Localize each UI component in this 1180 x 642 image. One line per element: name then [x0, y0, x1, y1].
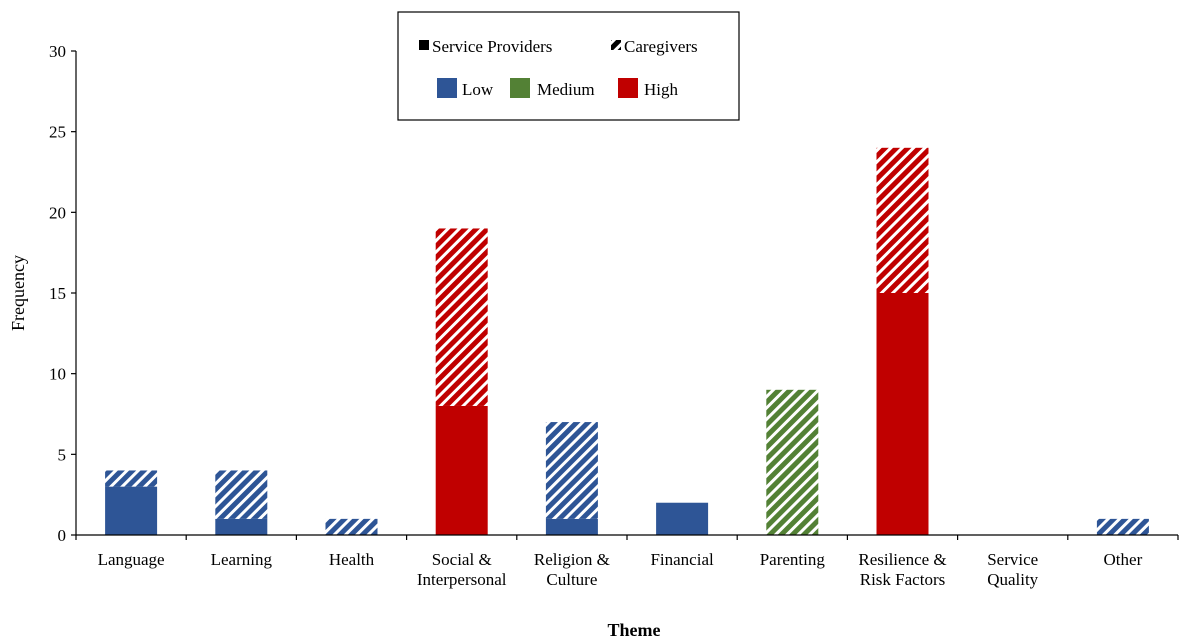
y-tick-label: 25	[49, 123, 66, 142]
legend-label-service-providers: Service Providers	[432, 37, 552, 56]
y-tick-label: 10	[49, 365, 66, 384]
y-axis-title: Frequency	[8, 255, 28, 331]
y-tick-label: 15	[49, 284, 66, 303]
plot-area	[105, 147, 1149, 535]
bar-learning-caregivers	[215, 470, 268, 519]
x-axis: Language Learning Health Social & Interperso…	[75, 534, 1179, 589]
x-tick-label-health: Health	[329, 550, 375, 569]
x-tick-label-financial: Financial	[650, 550, 714, 569]
bar-religion-culture-service-providers	[545, 518, 598, 535]
bar-resilience-risk-factors-caregivers	[876, 147, 929, 293]
legend-label-caregivers: Caregivers	[624, 37, 698, 56]
legend-label-high: High	[644, 80, 679, 99]
bar-social-interpersonal-caregivers	[435, 228, 488, 406]
y-tick-label: 0	[58, 526, 67, 545]
x-tick-label-other: Other	[1104, 550, 1143, 569]
x-tick-label-language: Language	[98, 550, 165, 569]
x-tick-label-parenting: Parenting	[760, 550, 826, 569]
y-tick-label: 20	[49, 203, 66, 222]
legend-swatch-service-providers	[419, 40, 429, 50]
x-tick-label-service-quality: Service Quality	[987, 550, 1038, 589]
x-tick-label-resilience-risk-factors: Resilience & Risk Factors	[858, 550, 946, 589]
bar-other-caregivers	[1096, 518, 1149, 535]
x-tick-label-social-interpersonal: Social & Interpersonal	[417, 550, 507, 589]
legend-swatch-medium	[510, 78, 530, 98]
x-tick-label-learning: Learning	[211, 550, 273, 569]
legend-box	[397, 11, 740, 121]
legend-label-medium: Medium	[537, 80, 595, 99]
bar-language-service-providers	[105, 486, 158, 535]
y-tick-label: 30	[49, 42, 66, 61]
y-tick-label: 5	[58, 445, 67, 464]
bar-financial-service-providers	[656, 502, 709, 535]
bar-health-caregivers	[325, 518, 378, 535]
bar-parenting-caregivers	[766, 389, 819, 535]
x-axis-title: Theme	[608, 620, 661, 640]
bar-learning-service-providers	[215, 518, 268, 535]
bar-language-caregivers	[105, 470, 158, 487]
bar-social-interpersonal-service-providers	[435, 405, 488, 535]
legend-swatch-caregivers	[611, 40, 621, 50]
legend: Service Providers Caregivers Low Medium …	[397, 11, 740, 121]
legend-swatch-high	[618, 78, 638, 98]
y-axis: 0 5 10 15 20 25 30	[49, 42, 77, 545]
legend-label-low: Low	[462, 80, 494, 99]
bar-resilience-risk-factors-service-providers	[876, 293, 929, 535]
legend-swatch-low	[437, 78, 457, 98]
bar-religion-culture-caregivers	[545, 422, 598, 519]
x-tick-label-religion-culture: Religion & Culture	[534, 550, 610, 589]
